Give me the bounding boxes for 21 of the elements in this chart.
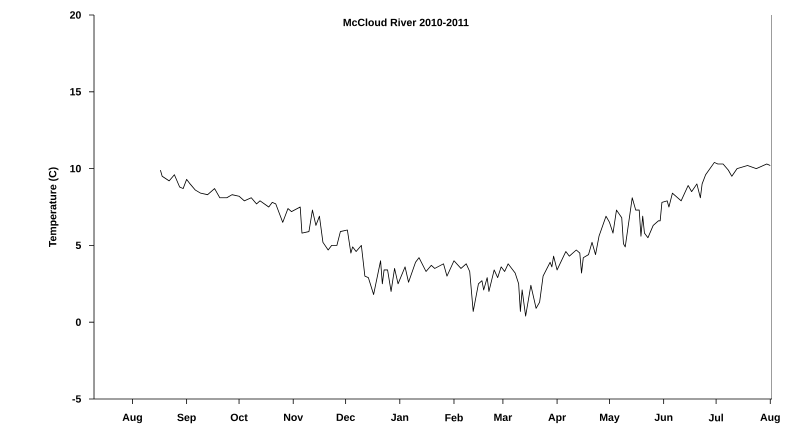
- x-tick-label: Aug: [122, 414, 142, 424]
- x-tick-label: Aug: [760, 414, 780, 424]
- x-tick-label: Jul: [708, 414, 723, 422]
- chart-title: McCloud River 2010-2011: [344, 18, 469, 26]
- x-tick-label: Jun: [654, 414, 672, 422]
- x-tick-label: Mar: [494, 414, 512, 422]
- x-tick-label: Sep: [177, 414, 196, 424]
- x-tick-label: Nov: [284, 414, 304, 422]
- y-tick-label: 0: [76, 318, 81, 326]
- y-tick-label: -5: [72, 395, 82, 403]
- y-tick-label: 15: [70, 88, 82, 96]
- y-tick-label: 5: [76, 242, 82, 250]
- y-tick-label: 10: [70, 164, 81, 172]
- x-tick-label: Oct: [230, 414, 248, 422]
- x-tick-label: Dec: [336, 414, 355, 422]
- x-tick-label: Jan: [390, 414, 408, 422]
- x-tick-label: Feb: [445, 414, 463, 422]
- y-axis-title: Temperature (C): [48, 167, 58, 248]
- x-tick-label: Apr: [548, 414, 566, 424]
- y-tick-label: 20: [70, 11, 81, 19]
- x-tick-label: May: [600, 414, 620, 424]
